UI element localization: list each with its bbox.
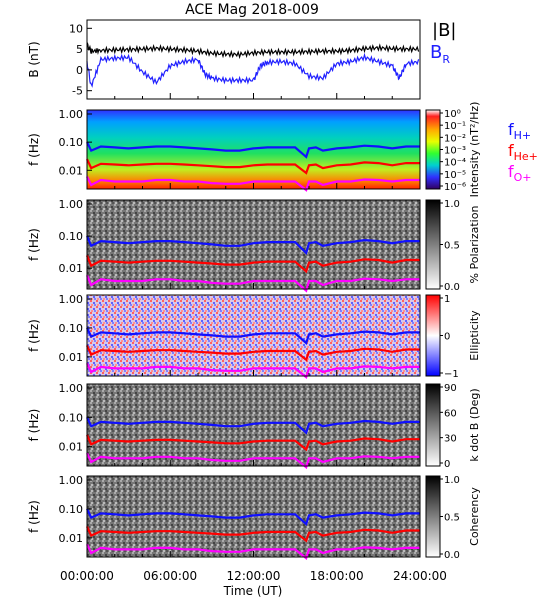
colorbar <box>425 294 441 377</box>
colorbar-label: Intensity (nT²/Hz) <box>468 102 481 198</box>
gyro-line-f-he <box>86 158 420 175</box>
heatmap-area <box>87 200 420 289</box>
y-tick-label: 0.10 <box>59 136 84 149</box>
y-axis-label: f (Hz) <box>27 319 41 352</box>
heatmap-area <box>87 384 420 466</box>
y-tick-label: 1.00 <box>59 108 84 121</box>
plot-area <box>87 20 420 99</box>
colorbar-tick-label: 10⁻² <box>444 133 466 144</box>
gyro-line-f-o <box>86 452 420 470</box>
y-tick-label: 0.01 <box>59 164 84 177</box>
gyro-line-f-he <box>85 525 420 543</box>
panel-5: 1.00 0.10 0.01 1.0 0.5 0.0 Coherency f (Hz) <box>27 474 481 561</box>
legend: |B| BR fH+ fHe+ fO+ <box>430 20 538 184</box>
colorbar <box>425 475 441 558</box>
colorbar-tick-label: 10⁻⁵ <box>444 170 466 181</box>
colorbar-label: k dot B (Deg) <box>468 388 481 461</box>
colorbar-label: % Polarization <box>468 206 481 284</box>
y-tick-label: 0.10 <box>59 503 84 516</box>
legend-b-r: BR <box>430 42 450 66</box>
y-tick-label: 0.01 <box>59 262 84 275</box>
y-tick-label: 1.00 <box>59 198 84 211</box>
colorbar-label: Ellipticity <box>468 310 481 361</box>
y-tick-label: 0.10 <box>59 322 84 335</box>
gyro-line-f-h <box>86 416 420 435</box>
legend-f-o: fO+ <box>508 162 532 184</box>
gyro-line-f-o <box>86 362 420 379</box>
y-tick-label: -5 <box>72 85 83 98</box>
y-axis-label: B (nT) <box>27 41 41 77</box>
gyro-line-f-o <box>86 543 420 560</box>
x-axis-label: Time (UT) <box>223 584 283 598</box>
y-axis-label: f (Hz) <box>27 228 41 261</box>
colorbar-tick-label: 1.0 <box>444 475 460 486</box>
y-axis-label: f (Hz) <box>27 133 41 166</box>
panel-2: 1.00 0.10 0.01 1.0 0.5 0.0 % Polarization f (Hz… <box>27 198 481 293</box>
colorbar-tick-label: 0.0 <box>444 550 460 561</box>
y-tick-label: 0.01 <box>59 532 84 545</box>
colorbar-tick-label: 0.5 <box>444 513 460 524</box>
legend-b-total: |B| <box>432 20 456 41</box>
gyro-line-f-o <box>85 274 420 293</box>
colorbar-tick-label: 10⁰ <box>444 109 461 120</box>
y-tick-label: 5 <box>76 43 83 56</box>
gyro-line-f-he <box>85 254 420 274</box>
colorbar-tick-label: 60 <box>444 408 457 419</box>
y-tick-label: 1.00 <box>59 474 84 487</box>
y-tick-label: 0.10 <box>59 411 84 424</box>
panel-4: 1.00 0.10 0.01 90 60 30 0 k dot B (Deg) f (Hz) <box>27 382 481 470</box>
series-b-r-line <box>86 52 420 88</box>
gyro-line-f-h <box>85 235 420 255</box>
legend-f-h: fH+ <box>508 120 531 142</box>
y-tick-label: 0.01 <box>59 351 84 364</box>
x-tick-label: 06:00:00 <box>143 569 197 583</box>
colorbar-tick-label: −1 <box>444 369 459 380</box>
colorbar-tick-label: 0.5 <box>444 241 460 252</box>
y-tick-label: 0.10 <box>59 230 84 243</box>
colorbar-tick-label: 10⁻⁴ <box>444 158 466 169</box>
x-tick-label: 24:00:00 <box>393 569 447 583</box>
colorbar-tick-label: 1.0 <box>444 199 460 210</box>
gyro-line-f-h <box>86 327 420 346</box>
colorbar <box>425 383 441 467</box>
y-tick-label: 10 <box>69 22 83 35</box>
series-b-total-line <box>86 41 420 60</box>
y-axis-label: f (Hz) <box>27 500 41 533</box>
colorbar-tick-label: 10⁻¹ <box>444 121 466 132</box>
colorbar-tick-label: 90 <box>444 383 457 394</box>
y-tick-label: 1.00 <box>59 382 84 395</box>
gyro-line-f-h <box>86 508 420 527</box>
gyro-line-f-h <box>86 141 420 159</box>
y-tick-label: 0.01 <box>59 441 84 454</box>
colorbar-tick-label: 0 <box>444 459 450 470</box>
colorbar <box>425 199 441 290</box>
x-axis: 00:00:00 06:00:00 12:00:00 18:00:00 24:00:00 <box>60 569 447 583</box>
colorbar-label: Coherency <box>468 487 481 546</box>
x-tick-label: 00:00:00 <box>60 569 114 583</box>
colorbar <box>425 109 441 190</box>
colorbar-tick-label: 10⁻³ <box>444 146 466 157</box>
panel-0: 10 5 0 -5 B (nT) <box>27 19 421 100</box>
colorbar-tick-label: 0.0 <box>444 282 460 293</box>
figure-title: ACE Mag 2018-009 <box>185 2 319 18</box>
x-tick-label: 18:00:00 <box>310 569 364 583</box>
legend-f-he: fHe+ <box>508 141 538 163</box>
colorbar-tick-label: 30 <box>444 434 457 445</box>
gyro-line-f-he <box>85 434 420 452</box>
y-tick-label: 1.00 <box>59 293 84 306</box>
colorbar-tick-label: 1 <box>444 294 450 305</box>
y-axis-label: f (Hz) <box>27 409 41 442</box>
x-tick-label: 12:00:00 <box>227 569 281 583</box>
panel-3: 1.00 0.10 0.01 1 0 −1 Ellipticity f (Hz) <box>27 293 481 380</box>
gyro-line-f-o <box>86 176 420 192</box>
colorbar-tick-label: 0 <box>444 332 450 343</box>
gyro-line-f-he <box>85 344 420 362</box>
y-tick-label: 0 <box>76 64 83 77</box>
colorbar-tick-label: 10⁻⁶ <box>444 182 466 193</box>
